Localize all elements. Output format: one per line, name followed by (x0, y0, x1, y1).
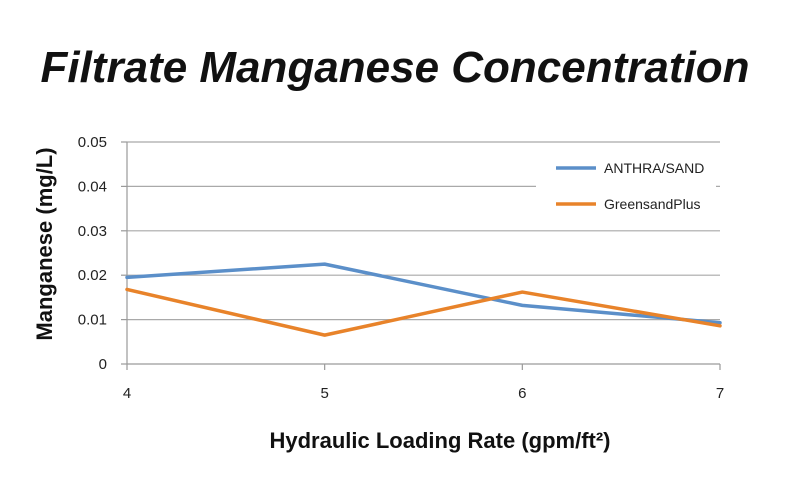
axes (121, 141, 721, 370)
legend-box (536, 150, 716, 220)
y-tick-label: 0 (99, 356, 107, 373)
series-line (125, 287, 722, 337)
legend-label: GreensandPlus (604, 196, 701, 212)
x-tick-label: 5 (320, 385, 328, 402)
x-tick-label: 4 (123, 385, 131, 402)
series-line (125, 262, 722, 325)
legend: ANTHRA/SAND GreensandPlus (536, 150, 716, 220)
x-axis-label: Hydraulic Loading Rate (gpm/ft²) (270, 428, 611, 453)
y-axis-label: Manganese (mg/L) (32, 147, 57, 340)
tick-labels: 0 0.01 0.02 0.03 0.04 0.05 4 5 6 7 (78, 134, 724, 402)
x-tick-label: 6 (518, 385, 526, 402)
y-tick-label: 0.02 (78, 267, 107, 284)
y-tick-label: 0.03 (78, 223, 107, 240)
legend-label: ANTHRA/SAND (604, 160, 704, 176)
y-tick-label: 0.05 (78, 134, 107, 151)
chart-title: Filtrate Manganese Concentration (40, 43, 749, 92)
series (125, 262, 722, 337)
y-tick-label: 0.01 (78, 312, 107, 329)
y-tick-label: 0.04 (78, 178, 107, 195)
x-tick-label: 7 (716, 385, 724, 402)
